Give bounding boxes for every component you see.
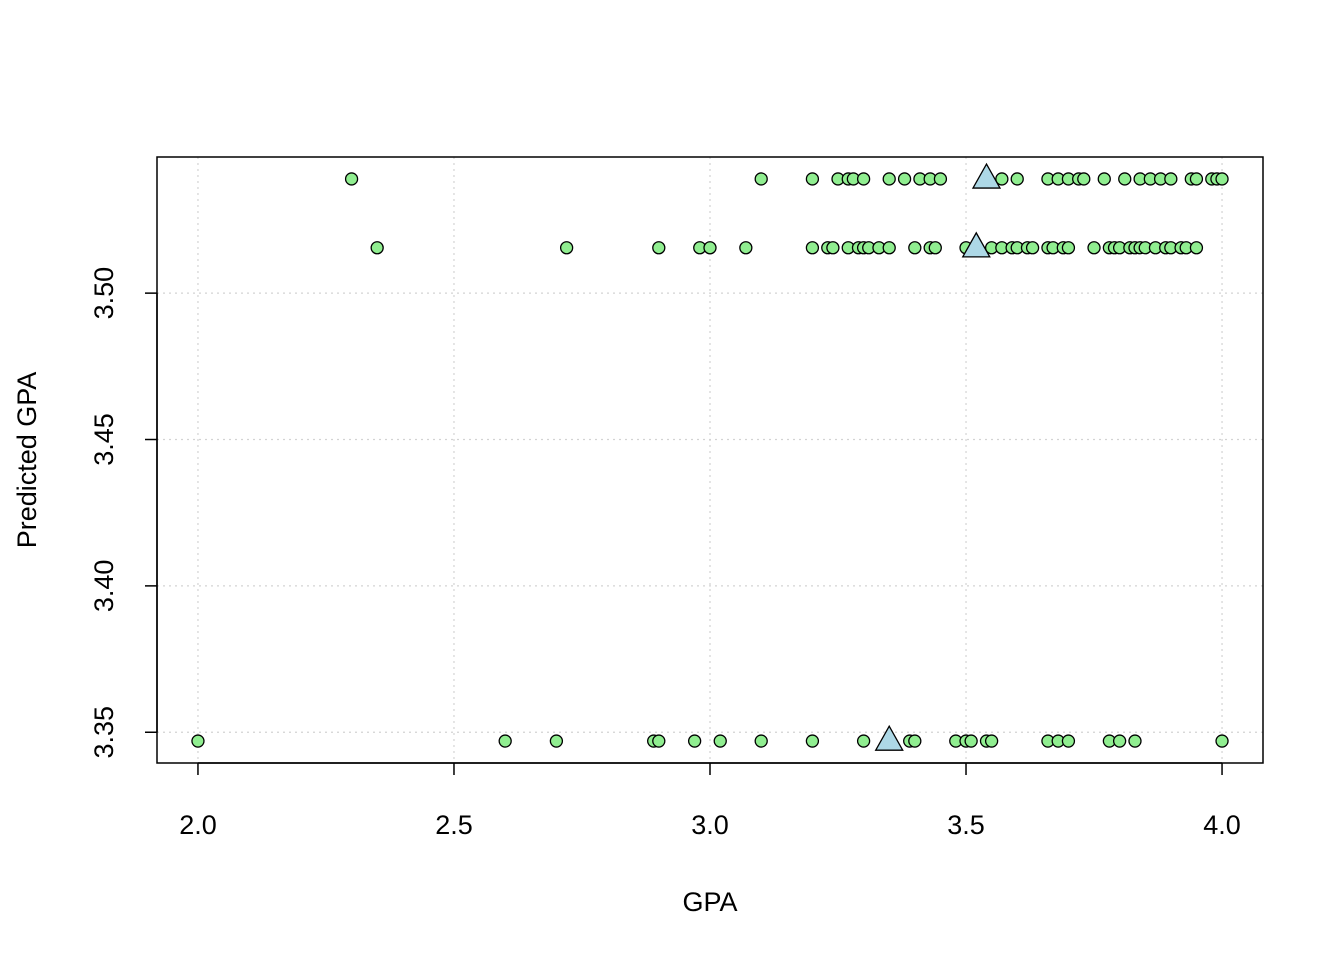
data-point <box>1215 734 1229 748</box>
data-point <box>908 734 922 748</box>
data-point <box>687 734 702 748</box>
x-tick-label: 2.0 <box>179 810 217 840</box>
x-axis: 2.0 2.5 3.0 3.5 4.0 <box>179 762 1241 840</box>
data-point <box>703 241 717 255</box>
data-point <box>1087 241 1101 255</box>
y-tick-label: 3.45 <box>89 413 119 466</box>
data-point <box>652 241 666 255</box>
data-point <box>805 734 820 748</box>
data-point <box>1097 172 1111 186</box>
x-tick-label: 4.0 <box>1203 810 1241 840</box>
data-point <box>805 172 820 186</box>
data-point <box>549 734 564 748</box>
gridlines <box>157 157 1263 763</box>
x-axis-title: GPA <box>682 887 737 917</box>
data-point <box>344 172 359 186</box>
data-point <box>1112 734 1127 748</box>
data-point <box>995 172 1009 186</box>
data-point <box>928 241 942 255</box>
data-point <box>754 172 768 186</box>
data-point <box>1025 241 1040 255</box>
data-point <box>1164 172 1178 186</box>
data-point <box>984 734 999 748</box>
data-point <box>370 241 384 255</box>
data-point <box>652 734 666 748</box>
data-point <box>713 734 727 748</box>
data-point <box>1189 241 1204 255</box>
triangle-marker <box>874 724 904 751</box>
y-tick-label: 3.50 <box>89 267 119 320</box>
data-point <box>1215 172 1229 186</box>
data-point <box>826 241 840 255</box>
data-point <box>882 172 896 186</box>
data-point <box>559 241 574 255</box>
data-point <box>1128 734 1142 748</box>
y-axis-title: Predicted GPA <box>12 372 42 549</box>
data-point <box>933 172 948 186</box>
x-tick-label: 2.5 <box>435 810 473 840</box>
data-point <box>1061 734 1076 748</box>
data-point <box>856 734 871 748</box>
data-point <box>1010 172 1024 186</box>
x-tick-label: 3.5 <box>947 810 985 840</box>
y-tick-label: 3.35 <box>89 706 119 759</box>
data-point <box>964 734 978 748</box>
y-tick-label: 3.40 <box>89 560 119 613</box>
triangle-marker <box>971 162 1002 189</box>
data-point <box>754 734 768 748</box>
data-point <box>1077 172 1091 186</box>
data-points <box>191 162 1229 751</box>
x-tick-label: 3.0 <box>691 810 729 840</box>
data-point <box>191 734 205 748</box>
triangle-marker <box>961 231 991 258</box>
data-point <box>805 241 820 255</box>
data-point <box>498 734 512 748</box>
data-point <box>1061 241 1076 255</box>
data-point <box>856 172 871 186</box>
data-point <box>1118 172 1132 186</box>
data-point <box>739 241 753 255</box>
data-point <box>1189 172 1204 186</box>
data-point <box>908 241 922 255</box>
data-point <box>897 172 912 186</box>
y-axis: 3.35 3.40 3.45 3.50 <box>89 267 158 759</box>
data-point <box>882 241 896 255</box>
